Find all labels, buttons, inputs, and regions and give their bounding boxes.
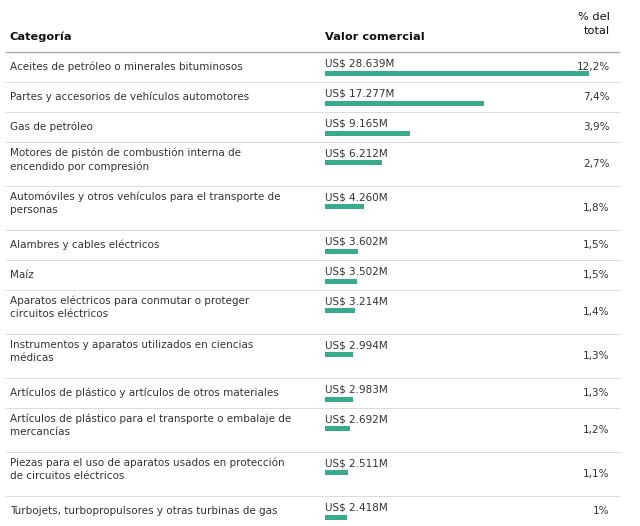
Text: 1,5%: 1,5% [583, 270, 610, 280]
Text: 1,5%: 1,5% [583, 240, 610, 250]
Text: US$ 4.260M: US$ 4.260M [325, 192, 388, 202]
Text: personas: personas [10, 205, 58, 215]
Text: Instrumentos y aparatos utilizados en ciencias: Instrumentos y aparatos utilizados en ci… [10, 340, 253, 350]
Bar [325, 204, 364, 208]
Text: mercancías: mercancías [10, 427, 70, 437]
Text: US$ 2.994M: US$ 2.994M [325, 340, 388, 350]
Text: 1%: 1% [593, 506, 610, 516]
Text: Piezas para el uso de aparatos usados en protección: Piezas para el uso de aparatos usados en… [10, 458, 284, 469]
Text: Gas de petróleo: Gas de petróleo [10, 122, 92, 132]
Text: médicas: médicas [10, 353, 53, 363]
Bar [325, 249, 358, 254]
Text: 7,4%: 7,4% [583, 92, 610, 102]
Text: Motores de pistón de combustión interna de: Motores de pistón de combustión interna … [10, 148, 241, 158]
Text: circuitos eléctricos: circuitos eléctricos [10, 309, 108, 319]
Bar [325, 279, 357, 284]
Text: Automóviles y otros vehículos para el transporte de: Automóviles y otros vehículos para el tr… [10, 192, 280, 203]
Bar [325, 397, 353, 401]
Bar [325, 426, 350, 430]
Text: de circuitos eléctricos: de circuitos eléctricos [10, 471, 124, 481]
Text: US$ 28.639M: US$ 28.639M [325, 59, 394, 69]
Text: 1,1%: 1,1% [583, 469, 610, 479]
Text: US$ 2.418M: US$ 2.418M [325, 503, 388, 513]
Text: US$ 3.602M: US$ 3.602M [325, 237, 388, 247]
Text: US$ 17.277M: US$ 17.277M [325, 89, 394, 99]
Text: Partes y accesorios de vehículos automotores: Partes y accesorios de vehículos automot… [10, 92, 249, 102]
Bar [325, 160, 382, 165]
Text: % del: % del [578, 12, 610, 22]
Text: 1,4%: 1,4% [583, 307, 610, 317]
Bar [325, 352, 353, 357]
Text: 2,7%: 2,7% [583, 159, 610, 169]
Text: US$ 9.165M: US$ 9.165M [325, 119, 388, 129]
Text: US$ 6.212M: US$ 6.212M [325, 148, 388, 158]
Text: Categoría: Categoría [10, 32, 72, 42]
Text: 1,8%: 1,8% [583, 203, 610, 213]
Text: US$ 3.502M: US$ 3.502M [325, 267, 388, 277]
Bar [325, 131, 410, 136]
Text: US$ 2.511M: US$ 2.511M [325, 458, 388, 468]
Text: Turbojets, turbopropulsores y otras turbinas de gas: Turbojets, turbopropulsores y otras turb… [10, 506, 277, 516]
Text: 3,9%: 3,9% [583, 122, 610, 132]
Text: total: total [584, 26, 610, 36]
Text: Artículos de plástico y artículos de otros materiales: Artículos de plástico y artículos de otr… [10, 388, 278, 398]
Bar [325, 470, 348, 474]
Text: 12,2%: 12,2% [577, 62, 610, 72]
Text: 1,2%: 1,2% [583, 425, 610, 435]
Text: Maíz: Maíz [10, 270, 33, 280]
Text: Aparatos eléctricos para conmutar o proteger: Aparatos eléctricos para conmutar o prot… [10, 296, 249, 307]
Text: 1,3%: 1,3% [583, 388, 610, 398]
Bar [325, 71, 589, 76]
Text: Aceites de petróleo o minerales bituminosos: Aceites de petróleo o minerales bitumino… [10, 62, 243, 72]
Bar [325, 101, 484, 106]
Bar [325, 308, 355, 312]
Text: US$ 2.692M: US$ 2.692M [325, 414, 388, 424]
Text: US$ 2.983M: US$ 2.983M [325, 385, 388, 395]
Text: Valor comercial: Valor comercial [325, 32, 425, 42]
Text: 1,3%: 1,3% [583, 351, 610, 361]
Text: Alambres y cables eléctricos: Alambres y cables eléctricos [10, 240, 159, 250]
Text: encendido por compresión: encendido por compresión [10, 161, 148, 171]
Bar [325, 515, 348, 520]
Text: US$ 3.214M: US$ 3.214M [325, 296, 388, 306]
Text: Artículos de plástico para el transporte o embalaje de: Artículos de plástico para el transporte… [10, 414, 291, 424]
